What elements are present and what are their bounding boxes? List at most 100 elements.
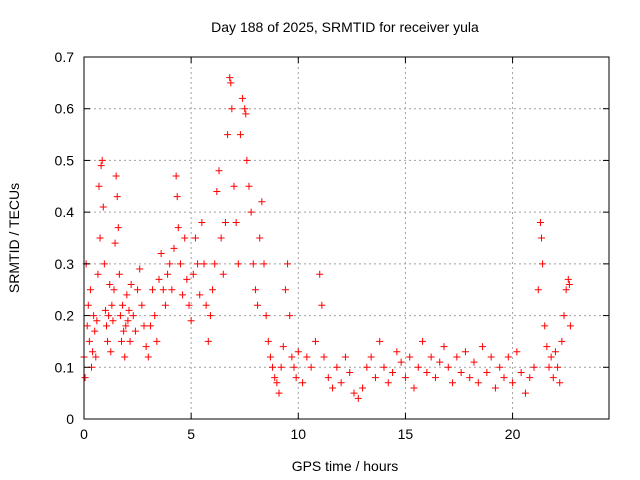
- data-point: [241, 105, 249, 113]
- data-point: [83, 322, 91, 330]
- y-tick-label: 0.3: [55, 256, 75, 272]
- y-tick-label: 0: [66, 411, 74, 427]
- data-point: [185, 301, 193, 309]
- data-point: [279, 343, 287, 351]
- data-point: [509, 379, 517, 387]
- data-point: [311, 337, 319, 345]
- data-point: [226, 74, 234, 82]
- data-point: [566, 322, 574, 330]
- data-point: [105, 312, 113, 320]
- plot-frame: [83, 56, 610, 420]
- data-point: [256, 234, 264, 242]
- data-point: [131, 327, 139, 335]
- data-point: [562, 286, 570, 294]
- data-point: [517, 368, 525, 376]
- data-point: [243, 156, 251, 164]
- data-point: [146, 322, 154, 330]
- data-point: [371, 374, 379, 382]
- data-point: [247, 208, 255, 216]
- data-point: [491, 384, 499, 392]
- data-point: [423, 368, 431, 376]
- data-point: [538, 234, 545, 242]
- data-point: [444, 363, 452, 371]
- data-point: [410, 384, 418, 392]
- data-point: [219, 270, 227, 278]
- data-point: [401, 374, 409, 382]
- data-point: [414, 363, 422, 371]
- data-point: [142, 343, 150, 351]
- data-point: [457, 368, 465, 376]
- data-point: [121, 353, 129, 361]
- grid-lines: [84, 57, 609, 419]
- data-point: [554, 363, 562, 371]
- data-point: [556, 379, 564, 387]
- data-point: [329, 384, 337, 392]
- data-point: [115, 270, 123, 278]
- data-point: [397, 358, 405, 366]
- data-point: [112, 172, 120, 180]
- data-point: [384, 379, 392, 387]
- data-point: [474, 379, 482, 387]
- data-point: [104, 337, 112, 345]
- data-point: [194, 260, 202, 268]
- data-point: [99, 203, 107, 211]
- data-point: [547, 353, 555, 361]
- data-point: [307, 363, 315, 371]
- data-point: [114, 224, 122, 232]
- data-point: [118, 337, 125, 345]
- data-point: [341, 353, 349, 361]
- data-point: [217, 234, 225, 242]
- y-axis-label: SRMTID / TECUs: [6, 183, 22, 293]
- data-point: [138, 301, 146, 309]
- data-point: [123, 291, 131, 299]
- data-point: [168, 286, 176, 294]
- data-point: [230, 182, 238, 190]
- data-point: [109, 317, 117, 325]
- data-point: [174, 224, 182, 232]
- data-point: [196, 291, 204, 299]
- data-point: [187, 317, 195, 325]
- data-point: [172, 172, 180, 180]
- data-point: [161, 301, 169, 309]
- data-point: [227, 79, 235, 87]
- x-tick-label: 15: [398, 426, 414, 442]
- data-point: [496, 363, 504, 371]
- data-point: [164, 270, 172, 278]
- data-point: [333, 363, 341, 371]
- data-point: [189, 270, 197, 278]
- data-point: [120, 327, 128, 335]
- y-tick-label: 0.1: [55, 359, 75, 375]
- x-tick-label: 0: [80, 426, 88, 442]
- axis-ticks: 0 0.1 0.2 0.3 0.4 0.5 0.6 0.7 0 5 10 15 20: [55, 49, 609, 442]
- data-point: [106, 281, 114, 289]
- data-point: [549, 374, 557, 382]
- data-point: [166, 260, 174, 268]
- data-point: [536, 218, 544, 226]
- data-point: [466, 374, 474, 382]
- data-point: [228, 105, 236, 113]
- data-point: [224, 131, 232, 139]
- data-point: [153, 337, 161, 345]
- data-point: [290, 363, 298, 371]
- data-point: [140, 322, 148, 330]
- data-point: [90, 312, 98, 320]
- data-point: [564, 275, 572, 283]
- data-point: [97, 162, 105, 170]
- data-point: [173, 193, 181, 201]
- data-point: [215, 167, 223, 175]
- data-point: [316, 270, 324, 278]
- data-point: [393, 348, 401, 356]
- data-point: [113, 193, 121, 201]
- y-tick-label: 0.2: [55, 308, 75, 324]
- data-point: [558, 337, 566, 345]
- data-point: [436, 358, 444, 366]
- data-point: [129, 312, 137, 320]
- data-point: [534, 286, 542, 294]
- data-point: [124, 317, 132, 325]
- data-point: [294, 348, 302, 356]
- data-point: [363, 363, 371, 371]
- data-point: [144, 353, 152, 361]
- data-point: [526, 374, 534, 382]
- data-point: [93, 317, 101, 325]
- data-point: [84, 301, 92, 309]
